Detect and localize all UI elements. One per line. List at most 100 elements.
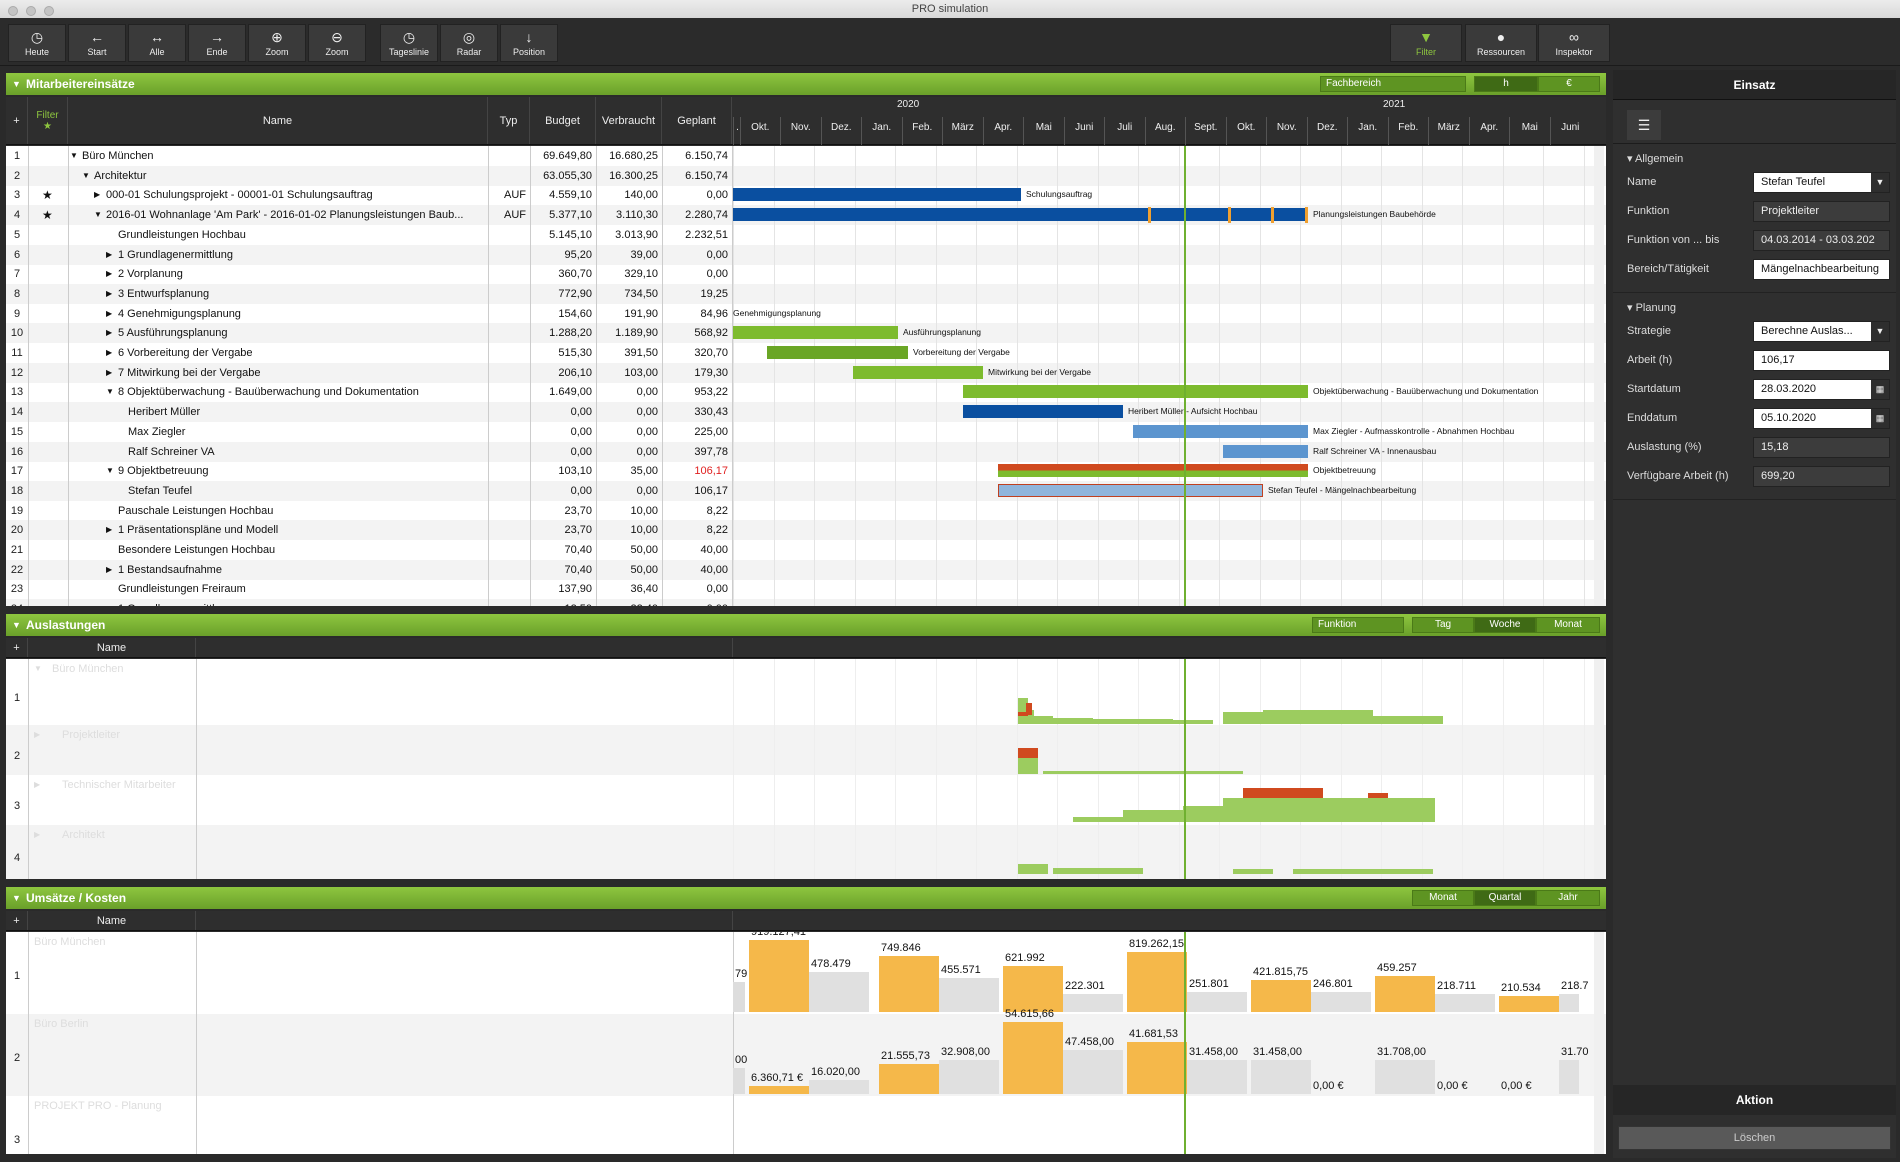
expand-triangle-icon[interactable]: ▶ bbox=[94, 190, 101, 200]
gantt-bar-schulung[interactable] bbox=[733, 188, 1021, 202]
table-row[interactable]: 8 ▶ 3 Entwurfsplanung 772,90 734,50 19,25 bbox=[6, 283, 1606, 304]
gantt-bar-ausfuehrung[interactable] bbox=[733, 326, 898, 340]
gantt-bar-mitwirkung[interactable] bbox=[853, 365, 983, 379]
tab-woche[interactable]: Woche bbox=[1474, 617, 1536, 633]
calendar-icon[interactable]: ▦ bbox=[1871, 409, 1889, 428]
vertical-scrollbar[interactable] bbox=[1594, 146, 1604, 606]
expand-triangle-icon[interactable]: ▶ bbox=[106, 348, 113, 357]
col-budget[interactable]: Budget bbox=[530, 97, 596, 144]
close-dot[interactable] bbox=[8, 6, 18, 16]
table-row[interactable]: 1 Büro München bbox=[6, 932, 1606, 1014]
sliders-icon[interactable]: ☰ bbox=[1627, 110, 1661, 140]
expand-triangle-icon[interactable]: ▶ bbox=[34, 780, 41, 789]
collapse-triangle-icon[interactable]: ▼ bbox=[12, 79, 21, 89]
tageslinie-button[interactable]: ◷ Tageslinie bbox=[380, 24, 438, 62]
section-header-auslastungen[interactable]: ▼ Auslastungen Funktion Tag Woche Monat bbox=[6, 614, 1606, 636]
gantt-bar-ziegler[interactable] bbox=[1133, 424, 1308, 438]
col-typ[interactable]: Typ bbox=[488, 97, 530, 144]
table-row[interactable]: 14 Heribert Müller 0,00 0,00 330,43 bbox=[6, 402, 1606, 423]
table-row[interactable]: 21 Besondere Leistungen Hochbau 70,40 50,00… bbox=[6, 540, 1606, 560]
loeschen-button[interactable]: Löschen bbox=[1618, 1126, 1891, 1150]
table-row[interactable]: 24 1 Grundlagenermittlung 12,5022,400,00 bbox=[6, 599, 1606, 606]
expand-triangle-icon[interactable]: ▶ bbox=[106, 269, 113, 279]
section-planung[interactable]: ▾ Planung bbox=[1627, 302, 1676, 314]
table-row[interactable]: 2 ▼ Architektur 63.055,30 16.300,25 6.150,74 bbox=[6, 165, 1606, 186]
expand-triangle-icon[interactable]: ▼ bbox=[70, 151, 78, 160]
window-controls[interactable] bbox=[8, 4, 62, 22]
funktion-select[interactable]: Funktion bbox=[1312, 617, 1404, 633]
section-header-umsaetze[interactable]: ▼ Umsätze / Kosten Monat Quartal Jahr bbox=[6, 887, 1606, 909]
heute-button[interactable]: ◷ Heute bbox=[8, 24, 66, 62]
tab-monat[interactable]: Monat bbox=[1536, 617, 1600, 633]
chevron-down-icon[interactable]: ▼ bbox=[1871, 173, 1889, 192]
gantt-bar-betreuung[interactable] bbox=[998, 464, 1308, 478]
col-name[interactable]: Name bbox=[68, 97, 488, 144]
expand-triangle-icon[interactable]: ▼ bbox=[82, 170, 90, 180]
add-icon[interactable]: + bbox=[6, 638, 28, 657]
zoom-out-button[interactable]: ⊖ Zoom bbox=[308, 24, 366, 62]
table-row[interactable]: 19 Pauschale Leistungen Hochbau 23,70 10,00… bbox=[6, 501, 1606, 521]
tab-quartal[interactable]: Quartal bbox=[1474, 890, 1536, 906]
table-row[interactable]: 16 Ralf Schreiner VA 0,00 0,00 397,78 bbox=[6, 441, 1606, 462]
tab-tag[interactable]: Tag bbox=[1412, 617, 1474, 633]
minimize-dot[interactable] bbox=[26, 6, 36, 16]
arbeit-input[interactable]: 106,17 bbox=[1753, 350, 1890, 371]
expand-triangle-icon[interactable]: ▶ bbox=[106, 367, 113, 377]
bereich-input[interactable]: Mängelnachbearbeitung bbox=[1753, 259, 1890, 280]
gantt-bar-objekt[interactable] bbox=[963, 385, 1308, 399]
table-row[interactable]: 20 ▶ 1 Präsentationspläne und Modell 23,70 1… bbox=[6, 520, 1606, 541]
table-row[interactable]: 3 ★ ▶ 000-01 Schulungsprojekt - 00001-01 Sc… bbox=[6, 185, 1606, 205]
zoom-in-button[interactable]: ⊕ Zoom bbox=[248, 24, 306, 62]
col-verbraucht[interactable]: Verbraucht bbox=[596, 97, 662, 144]
expand-triangle-icon[interactable]: ▶ bbox=[34, 830, 41, 839]
expand-triangle-icon[interactable]: ▼ bbox=[106, 387, 114, 397]
table-row[interactable]: 22 ▶ 1 Bestandsaufnahme 70,40 50,00 40,00 bbox=[6, 559, 1606, 580]
star-icon[interactable]: ★ bbox=[42, 188, 53, 203]
star-icon[interactable]: ★ bbox=[42, 208, 53, 223]
table-row[interactable]: 6 ▶ 1 Grundlagenermittlung 95,20 39,00 0,00 bbox=[6, 244, 1606, 265]
zoom-dot[interactable] bbox=[44, 6, 54, 16]
add-icon[interactable]: + bbox=[6, 97, 28, 144]
table-row[interactable]: 1 ▼ Büro München 69.649,80 16.680,25 6.150,74 bbox=[6, 146, 1606, 166]
table-row[interactable]: 9 ▶ 4 Genehmigungsplanung 154,60 191,90 84,96 bbox=[6, 304, 1606, 324]
fachbereich-select[interactable]: Fachbereich bbox=[1320, 76, 1466, 92]
section-header-mitarbeiter[interactable]: ▼ Mitarbeitereinsätze Fachbereich h € bbox=[6, 73, 1606, 95]
inspektor-button[interactable]: ∞ Inspektor bbox=[1538, 24, 1610, 62]
ressourcen-button[interactable]: ● Ressourcen bbox=[1465, 24, 1537, 62]
expand-triangle-icon[interactable]: ▶ bbox=[106, 249, 113, 259]
filter-button[interactable]: ▼ Filter bbox=[1390, 24, 1462, 62]
table-row[interactable]: 17 ▼ 9 Objektbetreuung 103,10 35,00 106,17 bbox=[6, 461, 1606, 481]
col-geplant[interactable]: Geplant bbox=[662, 97, 732, 144]
collapse-triangle-icon[interactable]: ▼ bbox=[12, 620, 21, 630]
vertical-scrollbar[interactable] bbox=[1594, 659, 1604, 879]
position-button[interactable]: ↓ Position bbox=[500, 24, 558, 62]
name-select[interactable]: Stefan Teufel ▼ bbox=[1753, 172, 1890, 193]
alle-button[interactable]: ↔ Alle bbox=[128, 24, 186, 62]
table-row[interactable]: 3 PROJEKT PRO - Planung bbox=[6, 1096, 1606, 1154]
gantt-bar-vorbereitung[interactable] bbox=[767, 346, 908, 359]
tab-monat[interactable]: Monat bbox=[1412, 890, 1474, 906]
table-row[interactable]: 2 Büro Berlin bbox=[6, 1014, 1606, 1096]
gantt-bar-schreiner[interactable] bbox=[1223, 444, 1308, 458]
table-row[interactable]: 2 ▶ Projektleiter bbox=[6, 725, 1606, 775]
table-row[interactable]: 7 ▶ 2 Vorplanung 360,70 329,10 0,00 bbox=[6, 264, 1606, 284]
gantt-bar-mueller[interactable] bbox=[963, 405, 1123, 419]
start-button[interactable]: ← Start bbox=[68, 24, 126, 62]
enddatum-input[interactable]: 05.10.2020 ▦ bbox=[1753, 408, 1890, 429]
table-row[interactable]: 11 ▶ 6 Vorbereitung der Vergabe 515,30 391,5… bbox=[6, 343, 1606, 363]
table-row[interactable]: 13 ▼ 8 Objektüberwachung - Bauüberwachung … bbox=[6, 382, 1606, 402]
table-row[interactable]: 5 Grundleistungen Hochbau 5.145,10 3.013,90… bbox=[6, 225, 1606, 245]
table-row[interactable]: 3 ▶ Technischer Mitarbeiter bbox=[6, 775, 1606, 825]
expand-triangle-icon[interactable]: ▶ bbox=[106, 308, 113, 318]
table-row[interactable]: 15 Max Ziegler 0,00 0,00 225,00 bbox=[6, 422, 1606, 442]
radar-button[interactable]: ◎ Radar bbox=[440, 24, 498, 62]
gantt-bar-teufel[interactable] bbox=[998, 483, 1263, 497]
tab-jahr[interactable]: Jahr bbox=[1536, 890, 1600, 906]
table-row[interactable]: 12 ▶ 7 Mitwirkung bei der Vergabe 206,10 103… bbox=[6, 362, 1606, 383]
expand-triangle-icon[interactable]: ▼ bbox=[94, 210, 102, 220]
col-name[interactable]: Name bbox=[28, 911, 196, 930]
expand-triangle-icon[interactable]: ▶ bbox=[106, 564, 113, 574]
expand-triangle-icon[interactable]: ▶ bbox=[106, 525, 113, 535]
calendar-icon[interactable]: ▦ bbox=[1871, 380, 1889, 399]
table-row[interactable]: 1 ▼ Büro München bbox=[6, 659, 1606, 725]
